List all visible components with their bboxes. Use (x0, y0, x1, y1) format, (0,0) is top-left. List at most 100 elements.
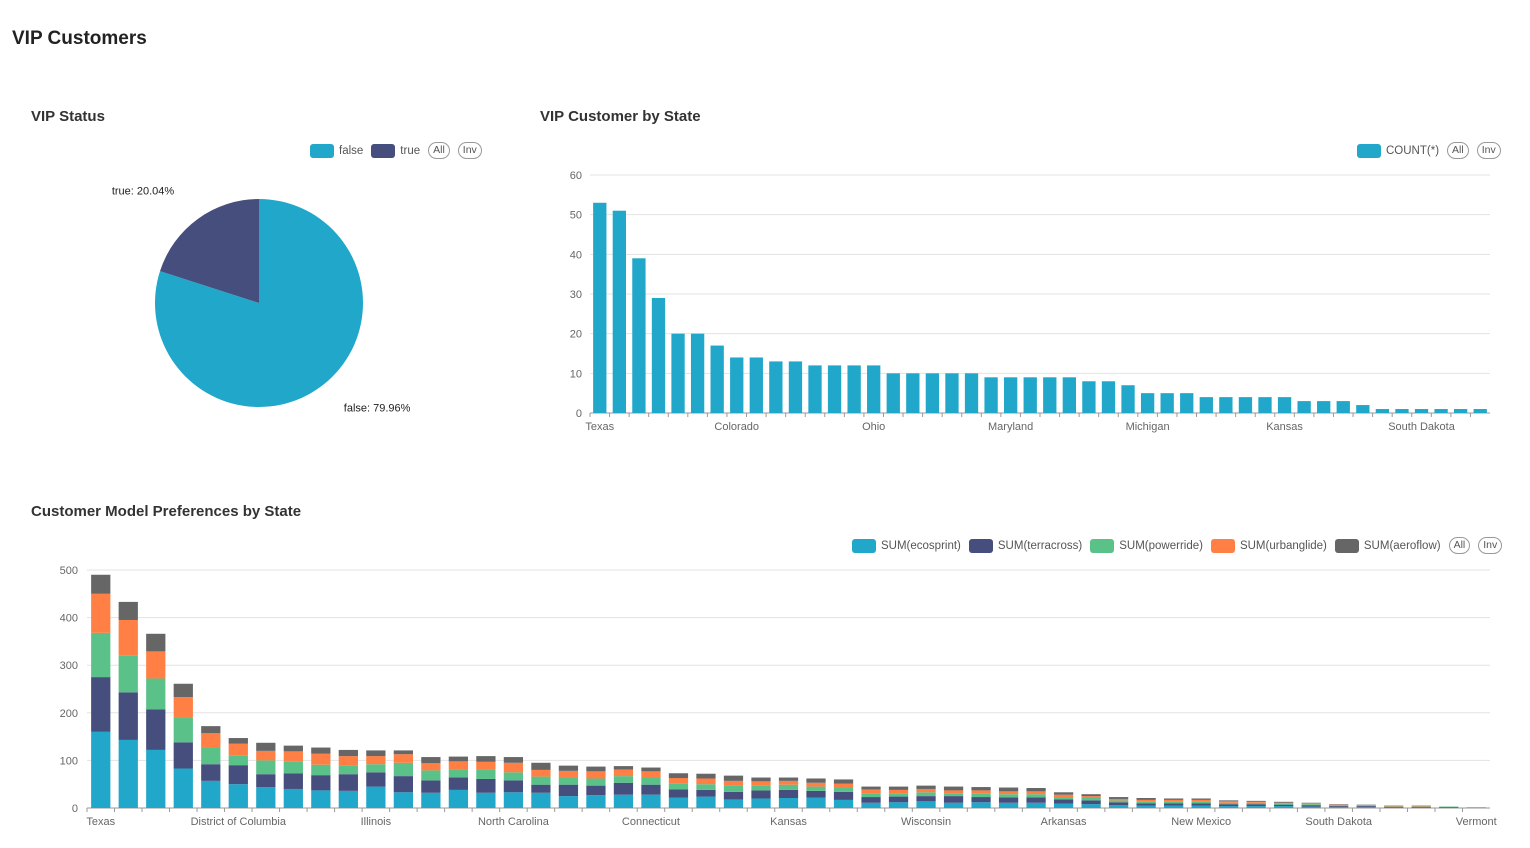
stacked-bar-segment (146, 749, 166, 808)
stacked-bar-segment (641, 767, 661, 772)
stacked-bar-segment (393, 776, 413, 793)
stacked-bar-segment (998, 797, 1019, 803)
stacked-bar-segment (861, 802, 881, 808)
stacked-bar-segment (1081, 798, 1101, 801)
stacked-bar-segment (173, 717, 193, 743)
bar (1043, 377, 1057, 413)
stacked-bar-segment (916, 801, 936, 808)
stacked-bar-segment (668, 783, 689, 790)
stacked-bar-segment (723, 780, 744, 786)
stacked-bar-segment (641, 771, 661, 779)
x-tick-label: Texas (86, 816, 115, 828)
stacked-bar-segment (1219, 800, 1239, 802)
stacked-bar-segment (448, 777, 469, 790)
pie-label-true: true: 20.04% (112, 186, 175, 198)
bar (1336, 401, 1350, 413)
stacked-bar-segment (833, 799, 854, 808)
stacked-bar-segment (531, 776, 551, 785)
stacked-bar-segment (751, 785, 771, 791)
stacked-bar-segment (173, 742, 193, 769)
legend-all-button[interactable]: All (1447, 142, 1469, 159)
bar (1395, 409, 1409, 413)
legend-item-true[interactable]: true (371, 143, 420, 158)
stacked-bar-segment (943, 796, 964, 803)
legend-item-aeroflow[interactable]: SUM(aeroflow) (1334, 538, 1441, 553)
bar (1277, 397, 1292, 413)
legend-item-count[interactable]: COUNT(*) (1357, 143, 1439, 158)
stacked-bar-segment (448, 756, 469, 762)
stacked-bar-segment (1246, 801, 1266, 803)
stacked-bar-segment (1329, 805, 1349, 807)
stacked-bar-segment (668, 773, 689, 779)
stacked-bar-segment (283, 751, 303, 762)
legend-item-powerride[interactable]: SUM(powerride) (1090, 538, 1203, 553)
stacked-bar-segment (943, 786, 964, 791)
stacked-bar-segment (338, 756, 358, 766)
stacked-bar-segment (916, 785, 936, 789)
stacked-bar-segment (971, 787, 991, 791)
y-tick-label: 10 (570, 368, 582, 380)
vip-by-state-legend: COUNT(*) All Inv (1357, 142, 1501, 159)
legend-item-terracross[interactable]: SUM(terracross) (968, 538, 1083, 553)
stacked-bar-segment (916, 788, 936, 793)
legend-swatch (310, 143, 334, 158)
stacked-bar-segment (228, 784, 248, 808)
stacked-bar-segment (971, 802, 991, 808)
x-tick-label: Wisconsin (901, 816, 951, 828)
stacked-bar-segment (888, 793, 909, 797)
legend-item-false[interactable]: false (310, 143, 363, 158)
stacked-bar-segment (1053, 794, 1074, 798)
x-tick-label: Illinois (361, 816, 392, 828)
stacked-bar-segment (1246, 804, 1266, 807)
stacked-bar-segment (943, 790, 964, 794)
bar (730, 357, 744, 413)
legend-inv-button[interactable]: Inv (1476, 142, 1501, 159)
stacked-bar-segment (1081, 796, 1101, 799)
x-tick-label: New Mexico (1171, 816, 1231, 828)
stacked-bar-segment (1108, 805, 1129, 808)
legend-swatch (1334, 538, 1359, 553)
stacked-bar-segment (1026, 802, 1046, 808)
stacked-bar-segment (531, 792, 551, 808)
legend-all-button[interactable]: All (428, 142, 450, 159)
stacked-bar-segment (1108, 800, 1129, 803)
legend-all-button[interactable]: All (1448, 537, 1471, 554)
stacked-bar-segment (1191, 805, 1211, 808)
stacked-bar-segment (173, 697, 193, 718)
stacked-bar-segment (476, 792, 496, 808)
stacked-bar-segment (1274, 803, 1294, 805)
stacked-bar-segment (531, 762, 551, 770)
stacked-bar-segment (1191, 801, 1211, 804)
stacked-bar-segment (256, 787, 276, 808)
stacked-bar-segment (531, 769, 551, 777)
stacked-bar-segment (1274, 802, 1294, 804)
stacked-bar-segment (641, 784, 661, 795)
stacked-bar-segment (778, 777, 799, 781)
bar (827, 365, 842, 413)
stacked-bar-segment (118, 692, 138, 740)
stacked-bar-segment (696, 784, 716, 790)
stacked-bar-segment (448, 789, 469, 808)
stacked-bar-segment (586, 795, 606, 808)
x-tick-label: Kansas (1266, 421, 1303, 433)
stacked-bar-segment (558, 796, 579, 808)
stacked-bar-segment (1274, 806, 1294, 808)
legend-item-ecosprint[interactable]: SUM(ecosprint) (852, 538, 961, 553)
stacked-bar-segment (228, 765, 248, 785)
legend-inv-button[interactable]: Inv (457, 142, 482, 159)
stacked-bar-segment (613, 776, 634, 783)
stacked-bar-segment (228, 743, 248, 756)
stacked-bar-segment (1301, 806, 1321, 808)
x-tick-label: South Dakota (1305, 816, 1373, 828)
legend-item-urbanglide[interactable]: SUM(urbanglide) (1210, 538, 1327, 553)
stacked-bar-segment (531, 784, 551, 793)
bar (1414, 409, 1429, 413)
legend-inv-button[interactable]: Inv (1478, 537, 1503, 554)
stacked-bar-segment (943, 802, 964, 808)
stacked-bar-segment (338, 790, 358, 808)
bar (1004, 377, 1018, 413)
legend-label: SUM(terracross) (997, 539, 1083, 552)
stacked-bar-segment (256, 750, 276, 761)
stacked-bar-segment (998, 791, 1019, 795)
stacked-bar-segment (118, 619, 138, 656)
